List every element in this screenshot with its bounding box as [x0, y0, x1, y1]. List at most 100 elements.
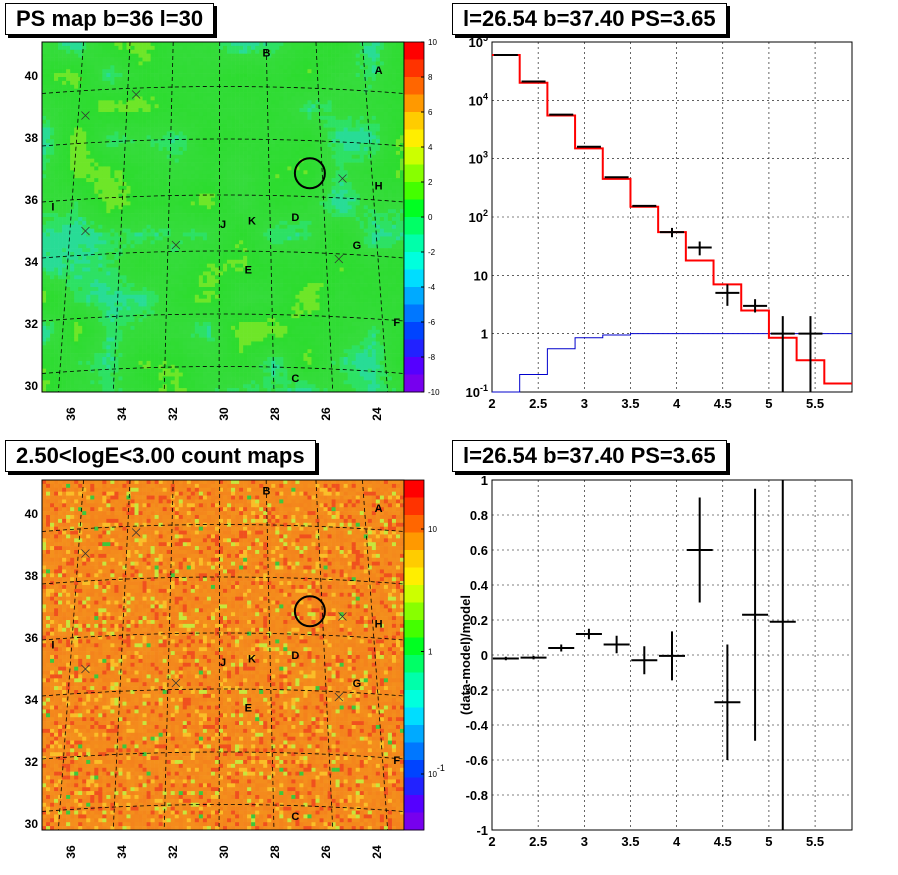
ps-map-ytick: 34 [25, 255, 39, 269]
residuals-xtick: 2 [488, 834, 495, 849]
source-label-i: I [51, 202, 54, 214]
spectrum-xtick: 5 [765, 396, 772, 411]
count-map-xtick: 32 [166, 845, 180, 859]
colorbar-count-tick: 10 [428, 525, 437, 534]
source-label-c: C [291, 373, 299, 385]
source-label-b: B [262, 486, 270, 498]
source-label-d: D [291, 212, 299, 224]
source-label-d: D [291, 650, 299, 662]
count-map-xtick: 34 [115, 845, 129, 859]
title-spectrum: l=26.54 b=37.40 PS=3.65 [452, 3, 727, 35]
colorbar-ps-tick: -4 [428, 283, 436, 292]
colorbar-ps: 10 8 6 4 2 0 -2 -4 -6 -8 -10 [403, 38, 440, 397]
residuals-ytick: -0.8 [466, 788, 488, 803]
source-label-f: F [393, 755, 400, 767]
spectrum-ytick: 102 [469, 208, 488, 225]
count-map-graticule [41, 479, 405, 831]
residuals-ytick: -0.2 [466, 683, 488, 698]
residuals-ytick: 0.4 [470, 578, 489, 593]
source-label-g: G [353, 678, 362, 690]
colorbar-ps-tick: -8 [428, 353, 436, 362]
ps-map-ytick: 32 [25, 317, 39, 331]
title-ps-map: PS map b=36 l=30 [5, 3, 215, 35]
count-map-xtick: 30 [217, 845, 231, 859]
residuals-xtick: 2.5 [529, 834, 547, 849]
source-label-j: J [220, 219, 226, 231]
ps-map-xtick: 26 [319, 407, 333, 421]
source-label-a: A [375, 503, 383, 515]
source-marker [334, 692, 344, 702]
residuals-xtick: 5 [765, 834, 772, 849]
colorbar-ps-tick: -10 [428, 388, 440, 397]
residuals-ytick: 0.6 [470, 543, 488, 558]
source-marker [334, 254, 344, 264]
ps-map-ytick: 36 [25, 193, 39, 207]
ps-map-cells [42, 42, 405, 393]
count-map-xtick: 24 [370, 845, 384, 859]
colorbar-ps-tick: 0 [428, 213, 433, 222]
residuals-ytick: -0.6 [466, 753, 488, 768]
residuals-ytick: 0.8 [470, 508, 488, 523]
colorbar-ps-tick: -6 [428, 318, 436, 327]
residuals-ytick: 0 [481, 648, 488, 663]
source-label-k: K [248, 654, 256, 666]
spectrum-xtick: 3 [581, 396, 588, 411]
count-map-ytick: 36 [25, 631, 39, 645]
source-label-h: H [375, 619, 383, 631]
ps-map-xtick: 32 [166, 407, 180, 421]
spectrum-ytick: 105 [469, 33, 488, 50]
ps-map-xtick: 28 [268, 407, 282, 421]
colorbar-ps-tick: 4 [428, 143, 433, 152]
spectrum-plot: 2 2.5 3 3.5 4 4.5 5 5.5 10-1 1 10 102 103 104 105 [466, 33, 852, 411]
count-map-ytick: 38 [25, 569, 39, 583]
ps-map-xtick: 30 [217, 407, 231, 421]
ps-map-ytick: 30 [25, 379, 39, 393]
residuals-ytick: 1 [481, 473, 488, 488]
spectrum-ytick: 104 [469, 91, 488, 108]
count-map-xtick: 36 [64, 845, 78, 859]
spectrum-xtick: 2 [488, 396, 495, 411]
count-map-ytick: 34 [25, 693, 39, 707]
ps-map-ytick: 40 [25, 69, 39, 83]
source-label-c: C [291, 811, 299, 823]
colorbar-ps-tick: 6 [428, 108, 433, 117]
colorbar-count-tick: 10-1 [428, 763, 445, 779]
source-label-j: J [220, 657, 226, 669]
count-map-xtick: 26 [319, 845, 333, 859]
source-label-b: B [262, 48, 270, 60]
spectrum-ytick: 10-1 [466, 383, 488, 400]
title-residuals: l=26.54 b=37.40 PS=3.65 [452, 440, 727, 472]
residuals-xtick: 5.5 [806, 834, 824, 849]
source-label-g: G [353, 240, 362, 252]
source-label-f: F [393, 317, 400, 329]
source-marker [81, 549, 90, 558]
colorbar-ps-tick: -2 [428, 248, 436, 257]
residuals-xtick: 4 [673, 834, 681, 849]
count-map-panel: 36 34 32 30 28 26 24 30 32 34 36 38 40 A B C D E F G H I J K [25, 479, 405, 859]
spectrum-xtick: 2.5 [529, 396, 547, 411]
title-count-map: 2.50<logE<3.00 count maps [5, 440, 316, 472]
source-marker [131, 528, 141, 537]
residuals-plot: 2 2.5 3 3.5 4 4.5 5 5.5 1 0.8 0.6 0.4 0.2 0 -0.2 -0.4 -0… [458, 473, 852, 849]
source-marker [338, 612, 347, 621]
colorbar-ps-tick: 8 [428, 73, 433, 82]
ps-map-graticule [41, 41, 405, 393]
source-marker [81, 664, 90, 674]
residuals-ytick: 0.2 [470, 613, 488, 628]
residuals-xtick: 3 [581, 834, 588, 849]
ps-map-xtick: 34 [115, 407, 129, 421]
ps-map-panel: 36 34 32 30 28 26 24 30 32 34 36 38 40 A B C D E F G H I J K [25, 41, 405, 421]
source-label-a: A [375, 65, 383, 77]
ps-map-xtick: 36 [64, 407, 78, 421]
residuals-ytick: -1 [476, 823, 488, 838]
spectrum-xtick: 4.5 [714, 396, 732, 411]
source-marker [81, 226, 90, 236]
spectrum-ytick: 10 [474, 268, 488, 283]
residuals-ylabel: (data-model)/model [458, 595, 473, 715]
source-label-h: H [375, 181, 383, 193]
residuals-ytick: -0.4 [466, 718, 489, 733]
highlight-circle [293, 157, 326, 190]
ps-map-ytick: 38 [25, 131, 39, 145]
spectrum-ytick: 1 [481, 327, 488, 342]
